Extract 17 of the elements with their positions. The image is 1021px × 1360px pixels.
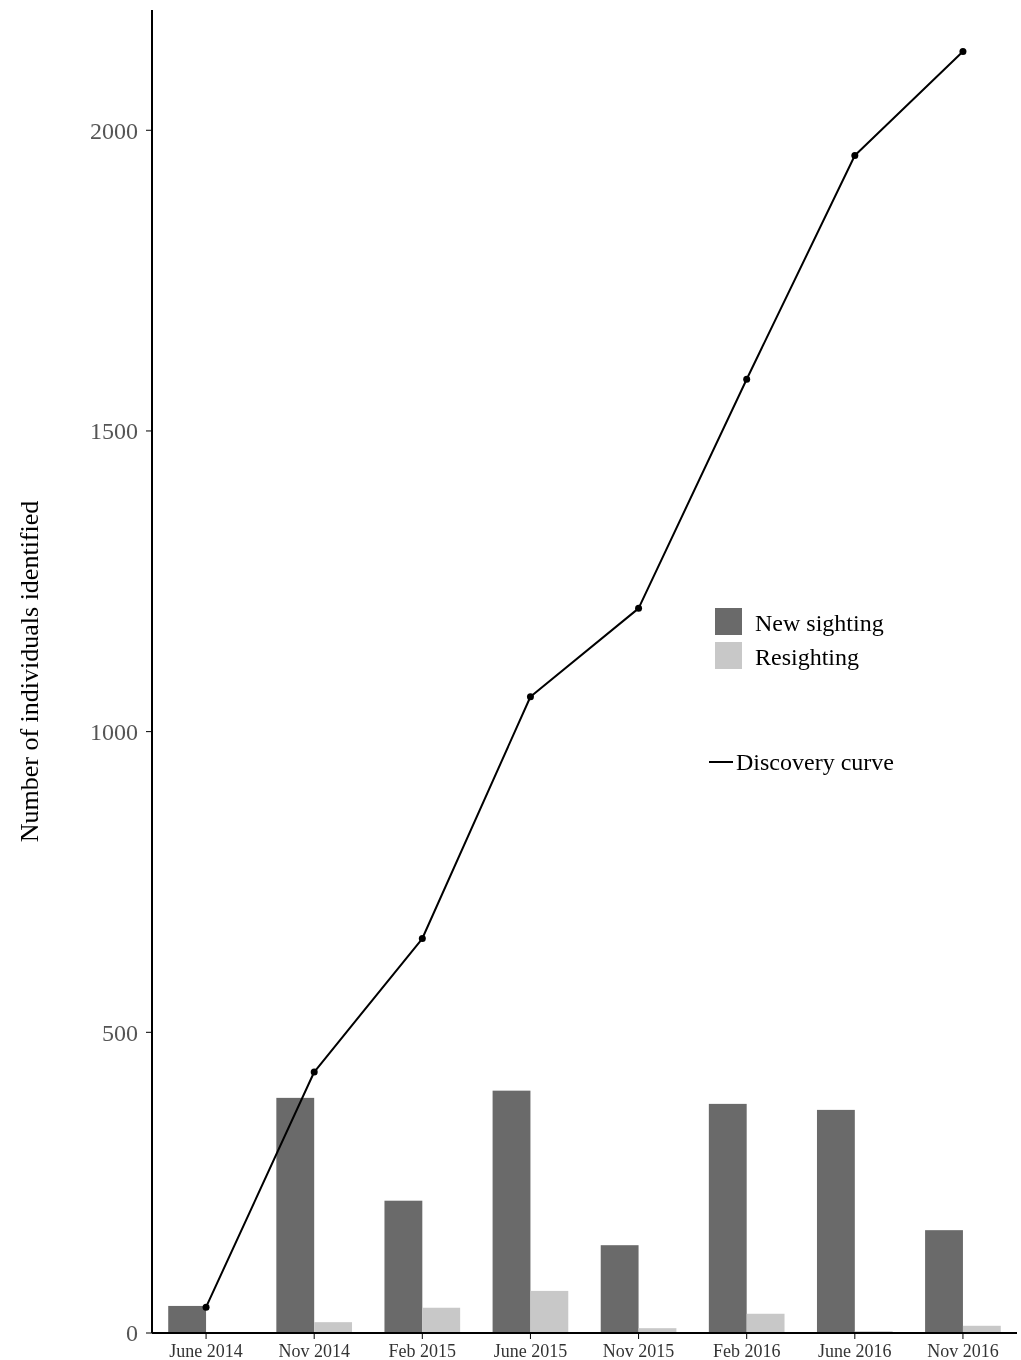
x-tick-label: Feb 2015: [388, 1341, 457, 1360]
legend-label: Resighting: [755, 644, 860, 670]
x-tick-label: Nov 2015: [602, 1341, 675, 1360]
y-tick-label: 1000: [90, 719, 138, 746]
y-tick-label: 2000: [90, 117, 138, 144]
legend-label: New sighting: [755, 610, 884, 636]
x-tick-label: Nov 2014: [278, 1341, 350, 1360]
legend-label: Discovery curve: [736, 749, 894, 775]
y-tick-label: 0: [126, 1320, 138, 1347]
x-tick-label: June 2015: [493, 1341, 568, 1360]
x-tick-label: June 2014: [169, 1341, 243, 1360]
x-tick-label: June 2016: [818, 1341, 892, 1360]
x-tick-label: Feb 2016: [712, 1341, 781, 1360]
y-tick-label: 500: [102, 1019, 138, 1046]
y-axis-title: Number of individuals identified: [15, 500, 44, 843]
x-tick-label: Nov 2016: [927, 1341, 999, 1360]
y-tick-label: 1500: [90, 418, 138, 445]
